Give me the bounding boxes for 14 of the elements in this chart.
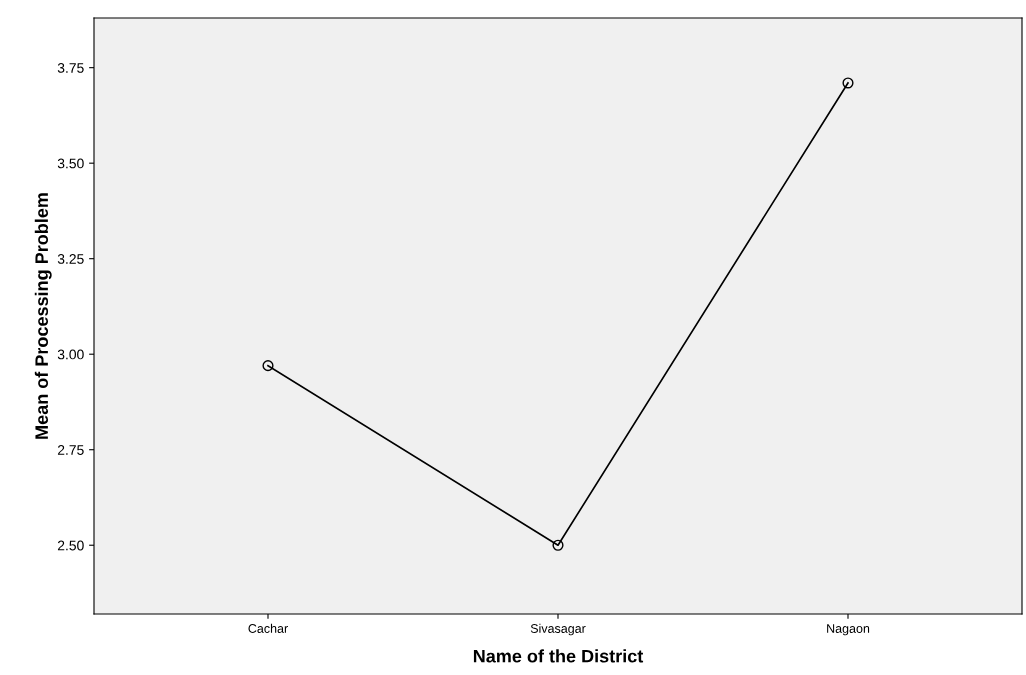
y-tick-label: 3.50 [57, 158, 84, 169]
y-tick-label: 3.00 [57, 349, 84, 360]
point [262, 360, 274, 372]
x-axis-title: Name of the District [473, 649, 644, 663]
x-tick-label: Cachar [248, 623, 288, 633]
y-tick-label: 2.75 [57, 445, 84, 455]
x-tick-label: Nagaon [827, 624, 870, 636]
point [552, 539, 564, 551]
point [842, 77, 854, 89]
y-tick-label: 2.50 [57, 540, 84, 551]
y-tick-label: 3.25 [57, 254, 84, 264]
y-tick-label: 3.75 [57, 63, 84, 73]
y-axis-title: Mean of Processing Problem [34, 193, 52, 439]
x-tick-label: Sivasagar [530, 623, 586, 636]
